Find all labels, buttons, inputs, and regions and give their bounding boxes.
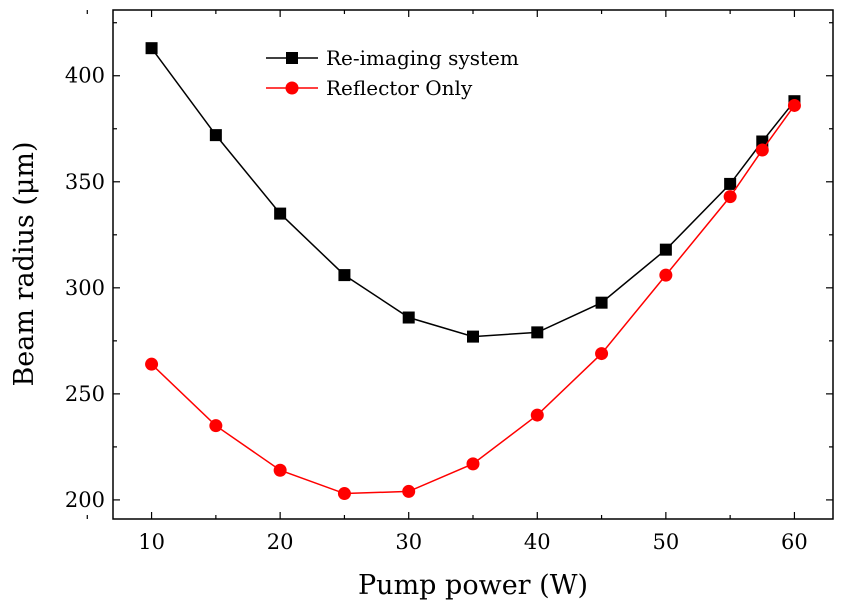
plot-frame <box>112 9 834 520</box>
data-point <box>338 269 351 282</box>
data-point <box>466 457 480 471</box>
series-0 <box>145 42 801 343</box>
x-tick-label: 30 <box>395 530 422 554</box>
data-point <box>659 268 673 282</box>
data-point <box>659 243 672 256</box>
data-point <box>467 330 479 343</box>
y-tick-label: 200 <box>65 488 105 512</box>
x-tick-label: 40 <box>524 530 551 554</box>
y-tick-label: 350 <box>65 170 105 194</box>
x-tick-label: 60 <box>781 530 808 554</box>
x-tick-label: 20 <box>267 530 294 554</box>
axis-tick-labels: 10 20 30 40 50 60 200 250 300 350 400 <box>65 64 808 554</box>
legend-label-series-0: Re-imaging system <box>326 46 519 70</box>
data-series <box>145 42 801 501</box>
data-point <box>209 419 223 433</box>
legend-marker-series-1 <box>285 81 299 95</box>
data-point <box>595 347 609 361</box>
series-line-1 <box>151 105 796 495</box>
data-point <box>273 463 287 477</box>
data-point <box>337 487 351 501</box>
x-tick-label: 50 <box>652 530 679 554</box>
y-tick-label: 400 <box>65 64 105 88</box>
axis-ticks <box>86 10 833 519</box>
series-line-0 <box>150 47 796 338</box>
data-point <box>755 143 769 157</box>
series-1 <box>145 98 801 501</box>
y-axis-title: Beam radius (μm) <box>9 141 40 386</box>
y-tick-label: 300 <box>65 276 105 300</box>
legend-marker-series-0 <box>286 52 298 64</box>
data-point <box>274 207 287 220</box>
data-point <box>531 326 544 339</box>
data-point <box>787 98 801 112</box>
x-axis-title: Pump power (W) <box>358 570 588 601</box>
data-point <box>723 190 737 204</box>
data-point <box>595 296 608 309</box>
y-tick-label: 250 <box>65 382 105 406</box>
x-tick-label: 10 <box>138 530 165 554</box>
data-point <box>402 311 415 324</box>
data-point <box>145 42 158 55</box>
legend: Re-imaging system Reflector Only <box>266 46 519 100</box>
legend-label-series-1: Reflector Only <box>326 76 473 100</box>
data-point <box>724 177 737 190</box>
data-point <box>402 484 416 498</box>
data-point <box>145 357 159 371</box>
data-point <box>530 408 544 422</box>
data-point <box>209 129 222 142</box>
